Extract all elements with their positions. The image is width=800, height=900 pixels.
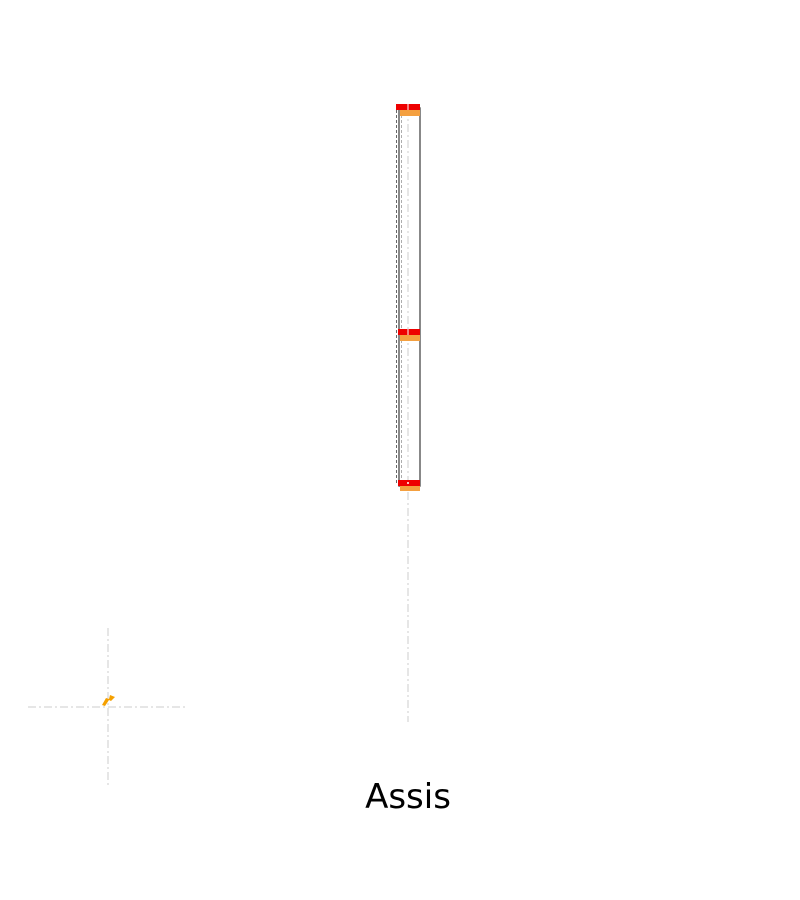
caption-label: Assis [365, 777, 451, 817]
joint-marker-bottom-dot [407, 482, 409, 484]
joint-marker-middle[interactable] [398, 329, 420, 341]
joint-marker-middle-red [398, 329, 420, 335]
joint-marker-top-orange [400, 110, 420, 116]
joint-marker-middle-orange [400, 335, 420, 341]
joint-marker-bottom-orange [400, 486, 420, 491]
joint-marker-bottom[interactable] [398, 480, 420, 491]
joint-marker-top[interactable] [396, 104, 420, 116]
origin-arrow-icon [102, 695, 115, 706]
